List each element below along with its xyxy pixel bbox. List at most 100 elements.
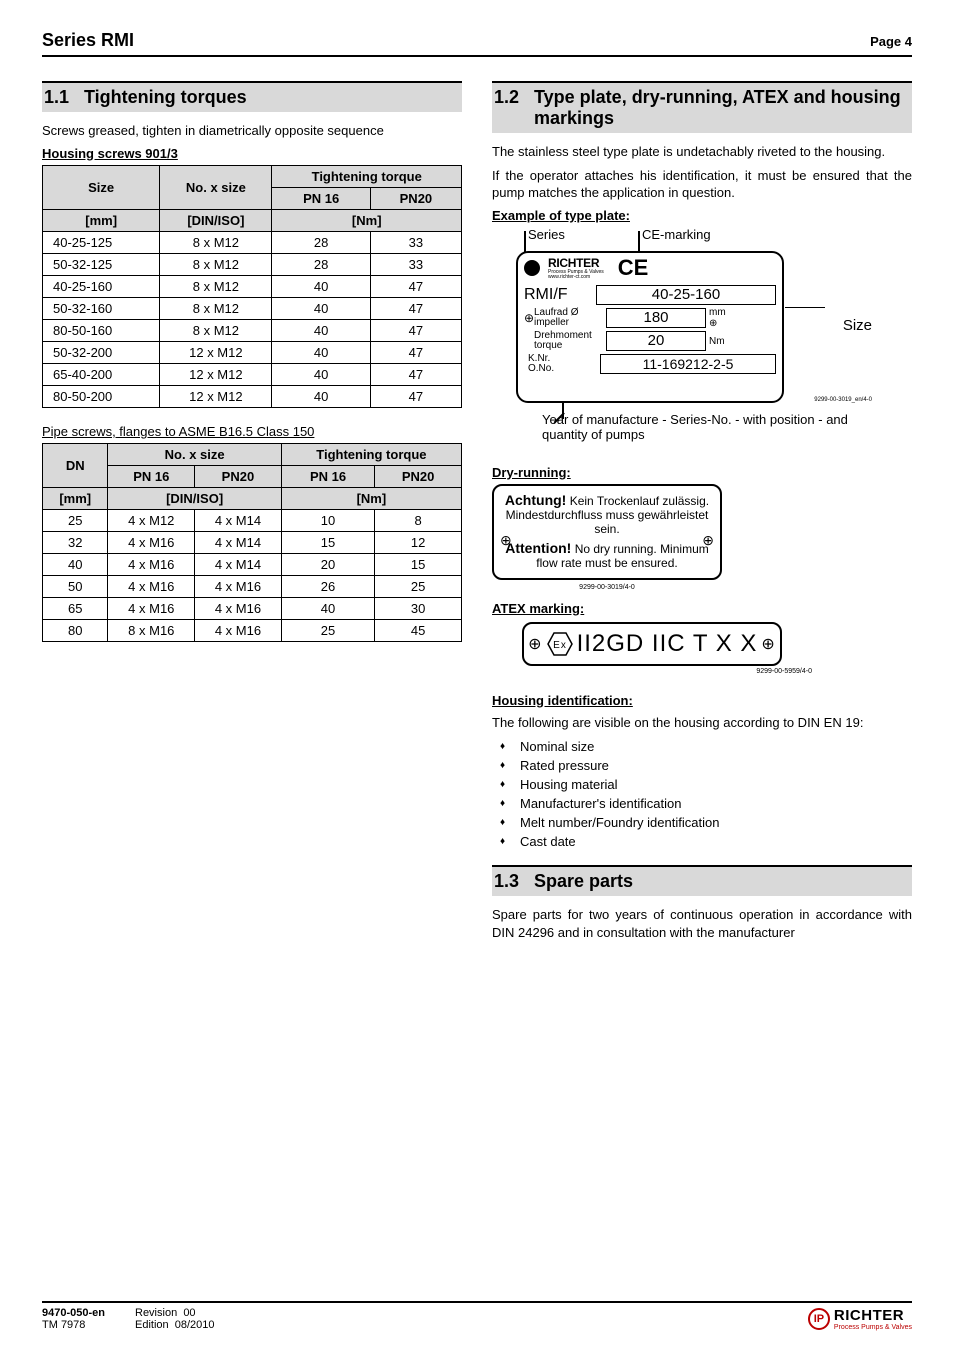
plate-code: 9299-00-3019_en/4-0 xyxy=(814,397,872,403)
pipe-screws-table: DN No. x size Tightening torque PN 16 PN… xyxy=(42,443,462,642)
list-item: Nominal size xyxy=(510,737,912,756)
table-row: 40-25-1258 x M122833 xyxy=(43,231,462,253)
th-pn16b: PN 16 xyxy=(281,465,375,487)
list-item: Housing material xyxy=(510,775,912,794)
doc-number: 9470-050-en xyxy=(42,1307,105,1319)
left-column: 1.1 Tightening torques Screws greased, t… xyxy=(42,81,462,947)
th-diniso: [DIN/ISO] xyxy=(108,487,281,509)
table-row: 254 x M124 x M14108 xyxy=(43,509,462,531)
type-plate: RICHTER Process Pumps & Valves www.richt… xyxy=(516,251,784,403)
typeplate-diagram: Series CE-marking RICHTER Process Pumps … xyxy=(492,227,872,447)
th-pn16a: PN 16 xyxy=(108,465,195,487)
section-title: Tightening torques xyxy=(84,87,462,108)
table-row: 324 x M164 x M141512 xyxy=(43,531,462,553)
tm-number: TM 7978 xyxy=(42,1319,105,1331)
footer-brand-sub: Process Pumps & Valves xyxy=(834,1324,912,1331)
section-number: 1.1 xyxy=(42,87,84,108)
atex-text: II2GD IIC T X X xyxy=(577,630,758,658)
row4-val: 11-169212-2-5 xyxy=(600,354,776,374)
table-row: 65-40-20012 x M124047 xyxy=(43,363,462,385)
logo-icon xyxy=(524,260,540,276)
housing-screws-table: Size No. x size Tightening torque PN 16 … xyxy=(42,165,462,408)
th-pn20a: PN20 xyxy=(195,465,282,487)
logo-icon: IP xyxy=(808,1308,830,1330)
row1-val: 40-25-160 xyxy=(596,285,776,305)
table-row: 808 x M164 x M162545 xyxy=(43,619,462,641)
dry-running-label: Dry-running: xyxy=(492,465,912,480)
section-1-3-heading: 1.3 Spare parts xyxy=(492,865,912,896)
list-item: Manufacturer's identification xyxy=(510,794,912,813)
oplus-icon: ⊕ xyxy=(500,532,512,549)
ce-callout: CE-marking xyxy=(642,227,711,242)
row1-label: RMI/F xyxy=(524,287,596,303)
atex-label: ATEX marking: xyxy=(492,601,912,616)
plate-footer: Year of manufacture - Series-No. - with … xyxy=(542,412,872,442)
th-mm: [mm] xyxy=(43,209,160,231)
th-diniso: [DIN/ISO] xyxy=(160,209,272,231)
th-size: Size xyxy=(43,165,160,209)
th-pn20: PN20 xyxy=(370,187,461,209)
th-nm: [Nm] xyxy=(281,487,461,509)
dry-running-box: Achtung! Kein Trockenlauf zulässig. Mind… xyxy=(492,484,722,580)
ce-mark-icon: CE xyxy=(618,255,649,281)
intro-text: Screws greased, tighten in diametrically… xyxy=(42,122,462,140)
right-column: 1.2 Type plate, dry-running, ATEX and ho… xyxy=(492,81,912,947)
list-item: Rated pressure xyxy=(510,756,912,775)
footer-logo: IP RICHTER Process Pumps & Valves xyxy=(808,1307,912,1331)
section-1-2-heading: 1.2 Type plate, dry-running, ATEX and ho… xyxy=(492,81,912,133)
ex-hexagon-icon: Ex xyxy=(547,632,573,656)
table-row: 40-25-1608 x M124047 xyxy=(43,275,462,297)
section-number: 1.3 xyxy=(492,871,534,892)
row3-unit: Nm xyxy=(709,336,731,347)
th-torque: Tightening torque xyxy=(281,443,461,465)
oplus-icon: ⊕ xyxy=(761,634,775,654)
size-callout: Size xyxy=(843,317,872,334)
table-row: 80-50-1608 x M124047 xyxy=(43,319,462,341)
list-item: Melt number/Foundry identification xyxy=(510,813,912,832)
th-mm: [mm] xyxy=(43,487,108,509)
oplus-icon: ⊕ xyxy=(702,532,714,549)
th-pn20b: PN20 xyxy=(375,465,462,487)
housing-id-label: Housing identification: xyxy=(492,693,912,708)
brand-url: www.richter-ct.com xyxy=(548,275,604,280)
th-no: No. x size xyxy=(108,443,281,465)
section-1-1-heading: 1.1 Tightening torques xyxy=(42,81,462,112)
p1: The stainless steel type plate is undeta… xyxy=(492,143,912,161)
dry-code: 9299-00-3019/4-0 xyxy=(492,584,722,591)
row2-unit: mm ⊕ xyxy=(709,307,731,329)
page-footer: 9470-050-en TM 7978 Revision 00 Edition … xyxy=(42,1301,912,1331)
row3-val: 20 xyxy=(606,331,706,351)
th-no: No. x size xyxy=(160,165,272,209)
table2-caption: Pipe screws, flanges to ASME B16.5 Class… xyxy=(42,424,462,439)
table-row: 50-32-1608 x M124047 xyxy=(43,297,462,319)
housing-list: Nominal sizeRated pressureHousing materi… xyxy=(492,737,912,851)
spare-p: Spare parts for two years of continuous … xyxy=(492,906,912,941)
th-nm: [Nm] xyxy=(272,209,462,231)
table-row: 80-50-20012 x M124047 xyxy=(43,385,462,407)
section-title: Spare parts xyxy=(534,871,912,892)
footer-brand: RICHTER xyxy=(834,1307,912,1324)
row2-val: 180 xyxy=(606,308,706,328)
series-title: Series RMI xyxy=(42,30,134,51)
example-label: Example of type plate: xyxy=(492,208,912,223)
atex-code: 9299-00-5959/4-0 xyxy=(522,668,812,675)
list-item: Cast date xyxy=(510,832,912,851)
oplus-icon: ⊕ xyxy=(528,634,542,654)
series-callout: Series xyxy=(528,227,565,242)
page-header: Series RMI Page 4 xyxy=(42,30,912,57)
table-row: 50-32-20012 x M124047 xyxy=(43,341,462,363)
th-torque: Tightening torque xyxy=(272,165,462,187)
th-dn: DN xyxy=(43,443,108,487)
table-row: 50-32-1258 x M122833 xyxy=(43,253,462,275)
section-number: 1.2 xyxy=(492,87,534,129)
atex-box: ⊕ Ex II2GD IIC T X X ⊕ xyxy=(522,622,782,666)
table-row: 404 x M164 x M142015 xyxy=(43,553,462,575)
section-title: Type plate, dry-running, ATEX and housin… xyxy=(534,87,912,129)
table-row: 504 x M164 x M162625 xyxy=(43,575,462,597)
table-row: 654 x M164 x M164030 xyxy=(43,597,462,619)
th-pn16: PN 16 xyxy=(272,187,370,209)
table1-caption: Housing screws 901/3 xyxy=(42,146,462,161)
p2: If the operator attaches his identificat… xyxy=(492,167,912,202)
page-number: Page 4 xyxy=(870,34,912,49)
brand: RICHTER xyxy=(548,256,604,270)
